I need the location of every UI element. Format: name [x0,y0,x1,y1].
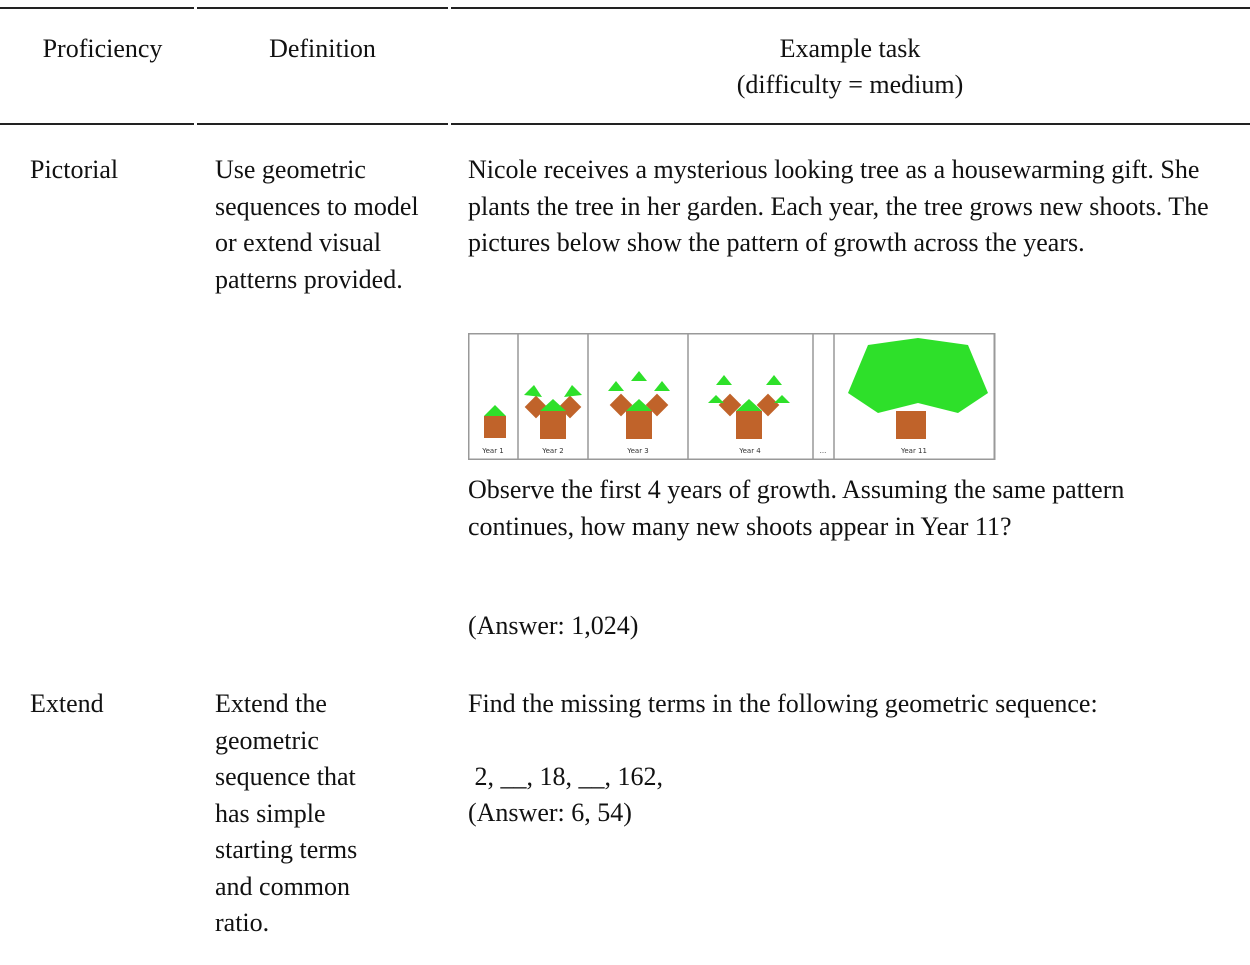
figure-label: Year 1 [481,447,504,455]
task-text: Find the missing terms in the following … [468,689,1098,718]
figure-label: Year 2 [541,447,564,455]
figure-label: Year 4 [738,447,761,455]
task-text: Observe the first 4 years of growth. Ass… [468,475,1125,541]
task-sequence: 2, __, 18, __, 162, [468,762,664,791]
task-text: Nicole receives a mysterious looking tre… [468,155,1209,257]
figure-label: Year 3 [626,447,649,455]
proficiency-cell: Pictorial [30,155,119,184]
proficiency-cell: Extend [30,689,104,718]
header-rule [451,123,1250,125]
top-rule [0,7,194,9]
figure-label: Year 11 [900,447,927,455]
figure-label: ... [820,447,827,455]
definition-cell: Extend the geometric sequence that has s… [215,689,358,937]
top-rule [451,7,1250,9]
header-cell: Example task [779,34,921,63]
header-cell: (difficulty = medium) [736,70,964,99]
header-cell: Definition [269,34,376,63]
task-answer: (Answer: 1,024) [468,611,639,640]
definition-cell: Use geometric sequences to model or exte… [215,155,419,294]
task-answer: (Answer: 6, 54) [468,798,632,827]
top-rule [197,7,448,9]
tree-figure: Year 1 Year 2 Year 3 Year 4... Year 11 [468,333,996,460]
header-rule [0,123,194,125]
header-rule [197,123,448,125]
header-cell: Proficiency [42,34,163,63]
